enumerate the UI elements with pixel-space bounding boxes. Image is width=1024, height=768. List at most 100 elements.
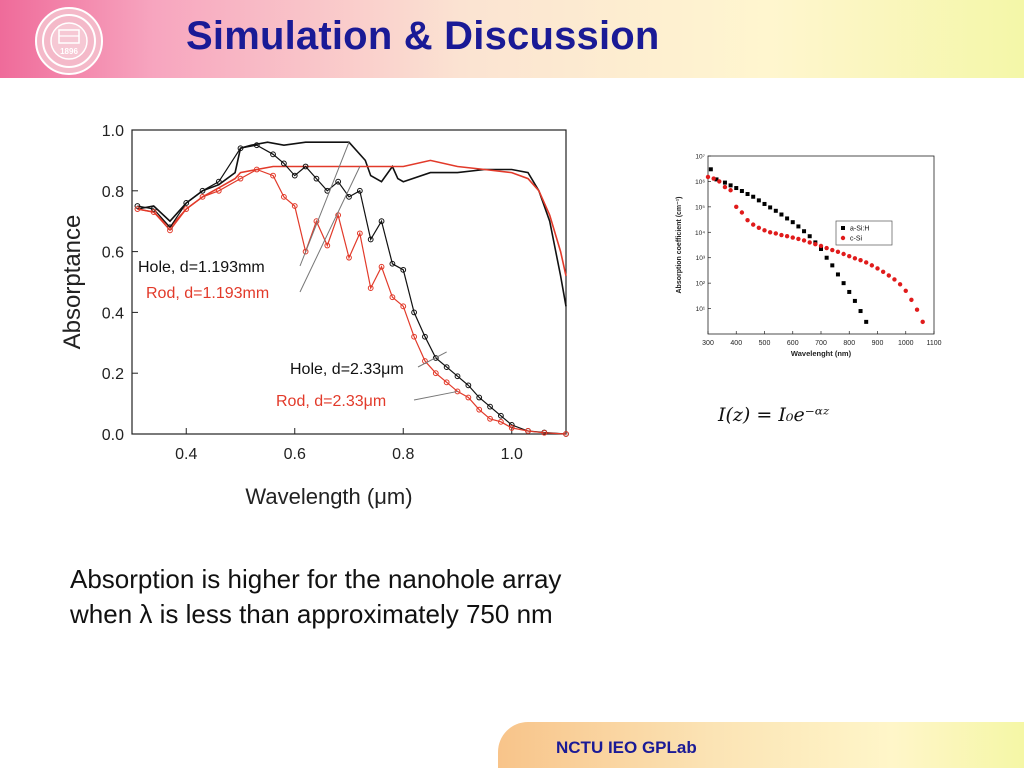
data-point: [367, 236, 374, 243]
data-point: [270, 172, 276, 179]
y-tick-label: 10²: [696, 281, 706, 288]
data-point: [313, 175, 320, 182]
series-line: [137, 168, 567, 435]
data-point-a-si: [722, 180, 727, 185]
data-point: [346, 254, 352, 261]
header-band: [0, 0, 1024, 78]
x-tick-label: 600: [787, 340, 799, 347]
data-point: [237, 175, 244, 182]
y-tick-label: 10⁴: [695, 230, 705, 237]
data-point: [302, 163, 309, 170]
legend-marker-a-si: [841, 226, 845, 230]
data-point-c-si: [801, 238, 807, 243]
data-point: [183, 200, 190, 206]
data-point: [134, 203, 141, 209]
data-point-c-si: [818, 243, 824, 249]
data-point-c-si: [835, 249, 841, 255]
data-point-a-si: [785, 216, 790, 221]
data-point-a-si: [773, 208, 778, 213]
x-axis-label: Wavelenght (nm): [791, 349, 852, 358]
absorptance-chart: 0.0 0.2 0.4 0.6 0.8 1.0 0.4 0.6 0.8 1.0 Wavelength…: [59, 123, 569, 509]
x-tick-label: 1100: [926, 340, 941, 347]
y-tick-label: 10⁶: [695, 179, 705, 186]
data-point-a-si: [708, 167, 713, 172]
discussion-line-2: when λ is less than approximately 750 nm: [70, 599, 553, 629]
data-point-c-si: [869, 263, 875, 268]
intensity-equation: I(z) = I₀e⁻ᵅᶻ: [718, 404, 830, 426]
data-point: [281, 193, 287, 200]
y-tick-label: 0.2: [102, 366, 124, 383]
data-point: [199, 187, 206, 194]
data-point-c-si: [734, 204, 739, 210]
data-point-a-si: [734, 186, 739, 191]
data-point-c-si: [745, 217, 750, 223]
data-point-a-si: [739, 189, 744, 194]
annotation-label: Rod, d=1.193mm: [146, 285, 269, 302]
data-point: [411, 333, 418, 340]
data-point: [378, 218, 385, 225]
x-tick-label: 400: [730, 340, 742, 347]
data-point-a-si: [802, 229, 807, 234]
data-point-a-si: [858, 309, 863, 314]
data-point-a-si: [751, 194, 756, 199]
data-point-c-si: [903, 288, 908, 293]
data-point-c-si: [717, 179, 722, 184]
data-point-c-si: [880, 269, 886, 274]
data-point-a-si: [756, 198, 761, 203]
data-point: [498, 412, 504, 419]
data-point: [498, 418, 504, 425]
data-point: [465, 382, 472, 389]
series-line: [137, 141, 567, 307]
data-point-a-si: [714, 177, 719, 182]
data-point-a-si: [847, 289, 852, 294]
data-point: [367, 285, 374, 291]
data-point: [378, 263, 385, 270]
data-point: [389, 260, 396, 267]
x-tick-label: 1.0: [501, 446, 523, 463]
data-point: [487, 415, 493, 422]
data-point-c-si: [705, 174, 711, 180]
data-point-a-si: [790, 220, 795, 225]
plot-frame: [131, 129, 567, 435]
data-point: [400, 266, 407, 273]
data-point: [422, 333, 428, 340]
data-point-c-si: [784, 234, 790, 239]
data-point: [525, 428, 531, 434]
data-point-a-si: [807, 234, 812, 239]
data-point-c-si: [739, 210, 745, 215]
data-point-a-si: [835, 272, 840, 277]
discussion-line-1: Absorption is higher for the nanohole ar…: [70, 564, 562, 594]
legend-box: [835, 220, 893, 246]
data-point: [346, 193, 352, 200]
data-point-c-si: [830, 247, 835, 253]
data-point: [563, 431, 569, 437]
x-tick-label: 500: [759, 340, 771, 347]
data-point: [291, 172, 298, 179]
data-point-a-si: [728, 183, 733, 188]
y-tick-label: 1.0: [102, 123, 124, 140]
x-tick-label: 300: [702, 340, 714, 347]
legend-label-a-si: a-Si:H: [850, 226, 869, 233]
data-point: [199, 193, 206, 200]
data-point-c-si: [909, 297, 914, 303]
annotation-label: Rod, d=2.33μm: [276, 393, 386, 410]
data-point: [432, 355, 439, 361]
data-point-a-si: [819, 247, 823, 252]
discussion-text: Absorption is higher for the nanohole ar…: [70, 562, 770, 632]
data-point: [335, 178, 342, 185]
x-tick-label: 0.6: [284, 446, 306, 463]
legend-marker-c-si: [840, 235, 846, 241]
data-point: [432, 370, 439, 377]
data-point-c-si: [779, 232, 784, 238]
data-point-a-si: [824, 255, 829, 260]
data-point-c-si: [886, 273, 891, 278]
data-point: [281, 160, 287, 167]
y-tick-label: 0.6: [102, 245, 124, 262]
footer-lab-name: NCTU IEO GPLab: [556, 738, 697, 757]
data-point-c-si: [847, 253, 852, 259]
annotation-leader: [299, 166, 361, 293]
data-point-c-si: [813, 241, 818, 247]
data-point-c-si: [858, 257, 863, 263]
data-point: [400, 303, 407, 310]
data-point-a-si: [762, 201, 767, 206]
